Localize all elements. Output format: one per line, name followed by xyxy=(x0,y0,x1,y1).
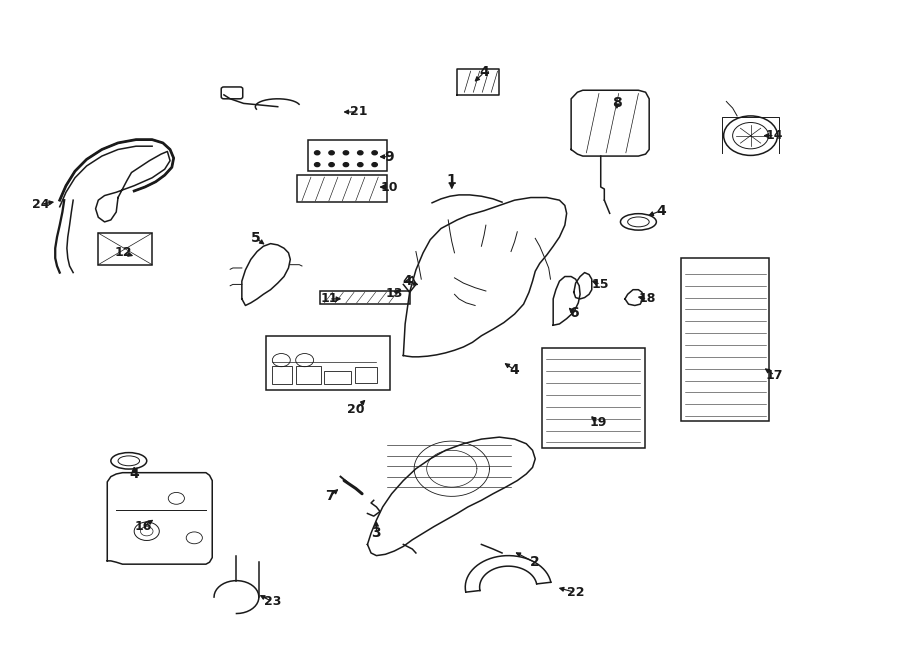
Text: 17: 17 xyxy=(766,369,784,382)
Circle shape xyxy=(343,163,348,167)
Text: 14: 14 xyxy=(766,129,784,142)
Circle shape xyxy=(328,151,334,155)
Polygon shape xyxy=(403,198,567,357)
Polygon shape xyxy=(242,244,291,305)
Text: 21: 21 xyxy=(350,106,367,118)
Bar xyxy=(542,348,644,447)
Bar xyxy=(320,291,410,304)
Bar xyxy=(308,139,387,171)
Bar xyxy=(324,371,351,385)
Polygon shape xyxy=(572,91,649,156)
Text: 23: 23 xyxy=(264,595,281,608)
Text: 3: 3 xyxy=(372,526,382,540)
Text: 2: 2 xyxy=(529,555,539,569)
Text: 4: 4 xyxy=(402,274,412,288)
Text: 22: 22 xyxy=(567,586,584,599)
Text: 1: 1 xyxy=(447,173,456,188)
Text: 8: 8 xyxy=(612,97,622,110)
Circle shape xyxy=(343,151,348,155)
Circle shape xyxy=(372,151,377,155)
Polygon shape xyxy=(95,151,170,222)
Circle shape xyxy=(314,163,319,167)
Circle shape xyxy=(357,163,363,167)
Text: 13: 13 xyxy=(386,287,403,300)
Text: 4: 4 xyxy=(656,204,666,217)
Text: 7: 7 xyxy=(325,489,335,504)
Bar xyxy=(355,367,377,383)
Polygon shape xyxy=(107,473,212,564)
Polygon shape xyxy=(574,272,592,299)
Polygon shape xyxy=(554,276,580,325)
Circle shape xyxy=(357,151,363,155)
Text: 6: 6 xyxy=(569,306,579,320)
Polygon shape xyxy=(367,437,536,556)
Polygon shape xyxy=(625,290,643,305)
Text: 12: 12 xyxy=(114,247,132,259)
Text: 4: 4 xyxy=(509,363,519,377)
Circle shape xyxy=(314,151,319,155)
Text: 11: 11 xyxy=(320,292,338,305)
Text: 16: 16 xyxy=(134,520,152,533)
Text: 4: 4 xyxy=(479,65,489,79)
Bar xyxy=(266,336,390,390)
Circle shape xyxy=(328,163,334,167)
Text: 9: 9 xyxy=(384,150,394,164)
Text: 24: 24 xyxy=(32,198,50,211)
Polygon shape xyxy=(457,69,500,95)
Text: 19: 19 xyxy=(590,416,607,429)
Text: 18: 18 xyxy=(639,292,656,305)
Text: 15: 15 xyxy=(592,278,609,291)
Bar xyxy=(296,366,320,385)
Bar xyxy=(681,258,769,421)
Text: 4: 4 xyxy=(130,467,140,481)
Text: 10: 10 xyxy=(380,180,398,194)
Bar xyxy=(298,175,387,202)
Text: 20: 20 xyxy=(347,403,365,416)
Bar xyxy=(98,233,152,264)
Text: 5: 5 xyxy=(251,231,261,245)
Bar xyxy=(273,366,292,385)
Circle shape xyxy=(372,163,377,167)
